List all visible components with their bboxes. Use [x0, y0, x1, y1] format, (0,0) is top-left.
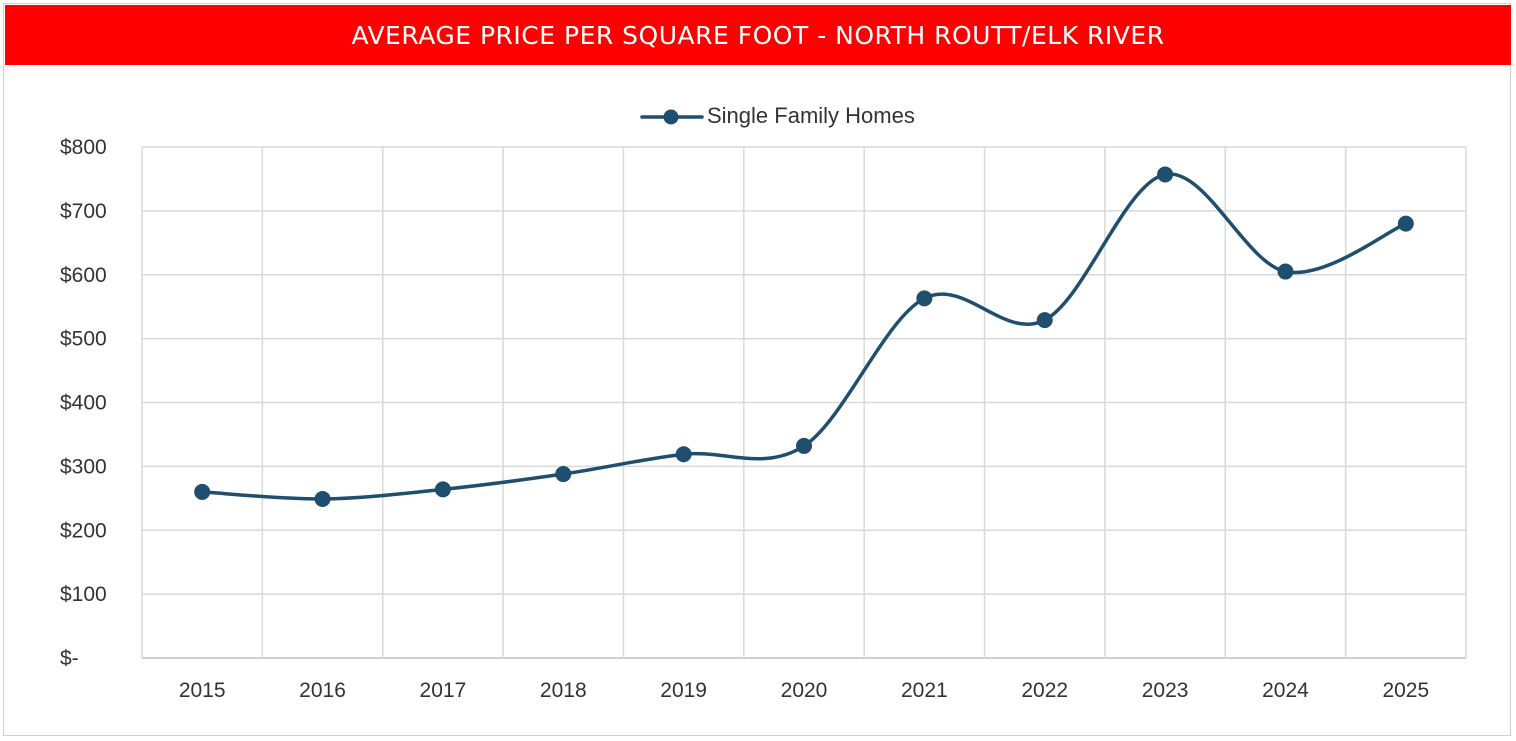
data-point: [555, 466, 572, 483]
x-tick-label: 2017: [420, 679, 467, 702]
data-point: [314, 490, 331, 507]
data-point: [1277, 263, 1294, 280]
y-tick-label: $-: [60, 647, 79, 670]
y-tick-label: $600: [60, 264, 107, 287]
data-point: [1397, 215, 1414, 232]
x-tick-label: 2020: [781, 679, 828, 702]
legend: Single Family Homes: [640, 103, 915, 128]
x-tick-label: 2022: [1021, 679, 1068, 702]
y-axis-tick-labels: $- $100 $200 $300 $400 $500 $600 $700 $800: [60, 136, 107, 670]
x-tick-label: 2021: [901, 679, 948, 702]
legend-label: Single Family Homes: [707, 103, 915, 128]
data-point: [796, 437, 812, 454]
x-tick-label: 2018: [540, 679, 587, 702]
y-tick-label: $100: [60, 583, 107, 606]
y-tick-label: $500: [60, 328, 107, 351]
x-tick-label: 2015: [179, 679, 226, 702]
data-point: [434, 481, 451, 498]
grid-lines: [141, 146, 1467, 659]
series-layer: [194, 166, 1414, 507]
chart-title-bar: AVERAGE PRICE PER SQUARE FOOT - NORTH RO…: [5, 5, 1511, 65]
x-axis-tick-labels: 2015 2016 2017 2018 2019 2020 2021 2022 2023 2024…: [179, 679, 1429, 702]
y-tick-label: $200: [60, 519, 107, 542]
x-tick-label: 2024: [1262, 679, 1309, 702]
y-tick-label: $300: [60, 455, 107, 478]
x-tick-label: 2025: [1382, 679, 1429, 702]
y-tick-label: $400: [60, 392, 107, 415]
legend-point-marker: [663, 109, 679, 125]
x-tick-label: 2016: [299, 679, 346, 702]
y-tick-label: $800: [60, 136, 107, 159]
chart-title: AVERAGE PRICE PER SQUARE FOOT - NORTH RO…: [351, 20, 1165, 50]
chart-frame: [3, 3, 1511, 736]
data-point: [1036, 312, 1053, 329]
y-tick-label: $700: [60, 200, 107, 223]
data-point: [916, 290, 933, 307]
data-point: [1157, 166, 1174, 183]
data-point: [194, 483, 211, 500]
x-tick-label: 2019: [660, 679, 707, 702]
x-tick-label: 2023: [1142, 679, 1189, 702]
data-point: [675, 446, 692, 463]
